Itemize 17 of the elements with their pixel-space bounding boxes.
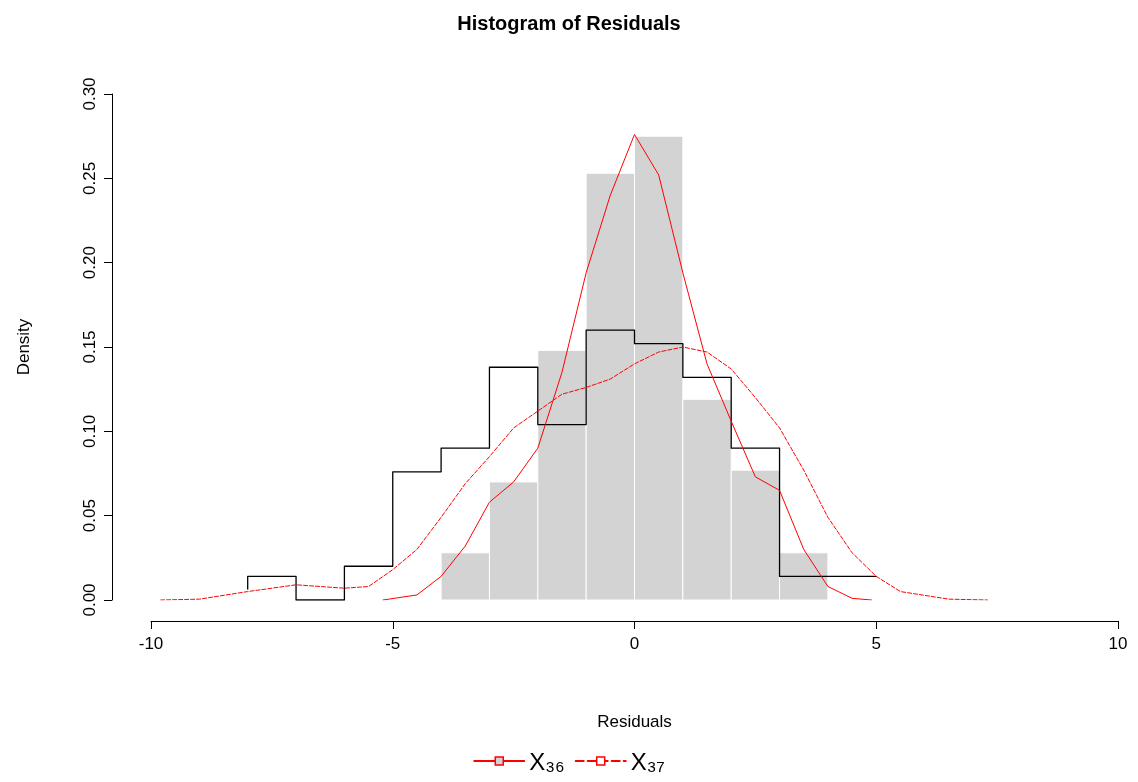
x-tick-label: 5	[871, 634, 881, 653]
x-tick-label: -10	[138, 634, 164, 653]
x-tick-label: -5	[385, 634, 401, 653]
y-tick-label: 0.05	[80, 499, 99, 533]
legend-label: X₃₆	[529, 747, 565, 775]
x-tick-label: 0	[629, 634, 640, 653]
legend-label: X₃₇	[630, 747, 665, 775]
y-tick-label: 0.10	[80, 414, 99, 448]
y-axis-title: Density	[14, 318, 33, 376]
chart-title: Histogram of Residuals	[457, 12, 681, 34]
x-tick-label: 10	[1108, 634, 1128, 653]
y-tick-label: 0.30	[80, 77, 99, 111]
x-axis-title: Residuals	[597, 712, 672, 731]
y-tick-label: 0.20	[80, 246, 99, 280]
y-tick-label: 0.15	[80, 330, 99, 364]
y-tick-label: 0.25	[80, 161, 99, 195]
y-tick-label: 0.00	[80, 583, 99, 617]
